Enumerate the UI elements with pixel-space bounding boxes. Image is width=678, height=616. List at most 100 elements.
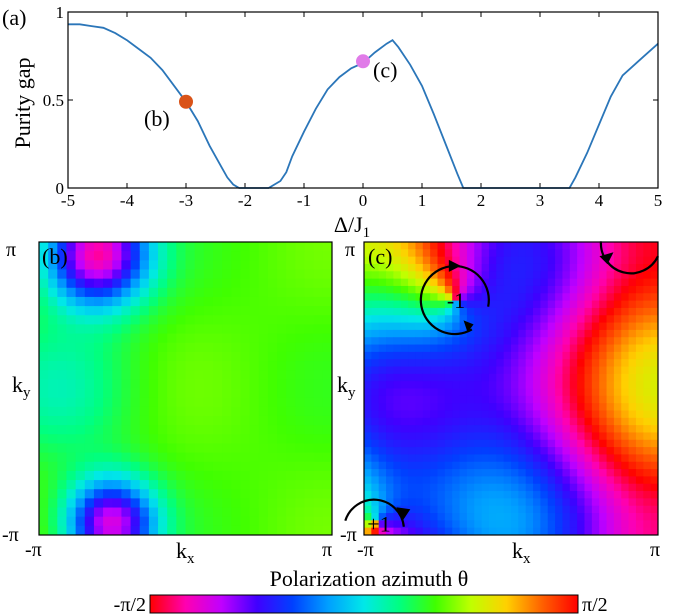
heatmap-cell	[93, 489, 104, 499]
heatmap-cell	[286, 306, 296, 316]
heatmap-cell	[400, 242, 409, 250]
heatmap-cell	[621, 469, 630, 477]
heatmap-cell	[547, 381, 556, 390]
heatmap-cell	[547, 359, 556, 368]
heatmap-cell	[231, 278, 241, 289]
heatmap-cell	[606, 483, 615, 492]
heatmap-cell	[48, 351, 58, 362]
heatmap-cell	[555, 373, 563, 382]
heatmap-cell	[415, 432, 424, 441]
heatmap-cell	[577, 403, 585, 411]
heatmap-cell	[212, 333, 223, 344]
heatmap-cell	[569, 278, 578, 287]
heatmap-cell	[525, 388, 534, 397]
heatmap-cell	[562, 491, 571, 499]
heatmap-cell	[364, 388, 372, 397]
heatmap-cell	[39, 278, 49, 289]
vortex-annotations: -1+1	[344, 241, 659, 537]
heatmap-cell	[415, 249, 424, 258]
heatmap-cell	[322, 324, 333, 335]
heatmap-cell	[267, 260, 278, 270]
heatmap-cell	[628, 505, 637, 514]
heatmap-cell	[621, 256, 630, 265]
heatmap-cell	[613, 381, 622, 390]
heatmap-cell	[66, 251, 77, 261]
heatmap-cell	[503, 439, 512, 448]
heatmap-cell	[240, 324, 251, 335]
heatmap-cell	[511, 249, 519, 258]
heatmap-cell	[643, 505, 652, 514]
heatmap-cell	[577, 395, 585, 404]
heatmap-cell	[112, 269, 122, 280]
heatmap-cell	[635, 366, 644, 375]
heatmap-cell	[547, 271, 556, 280]
heatmap-cell	[249, 452, 260, 463]
heatmap-cell	[628, 373, 637, 382]
heatmap-cell	[240, 269, 251, 280]
heatmap-cell	[613, 322, 622, 331]
heatmap-cell	[496, 447, 505, 455]
heatmap-cell	[562, 307, 571, 316]
heatmap-cell	[203, 242, 214, 252]
heatmap-cell	[371, 520, 380, 529]
heatmap-cell	[295, 525, 306, 536]
heatmap-cell	[84, 415, 95, 426]
heatmap-cell	[249, 516, 260, 527]
heatmap-cell	[430, 454, 438, 463]
heatmap-cell	[258, 443, 269, 454]
heatmap-cell	[584, 322, 593, 331]
heatmap-cell	[422, 417, 431, 426]
heatmap-cell	[386, 293, 394, 302]
marker-label: (c)	[373, 57, 397, 82]
heatmap-cell	[555, 491, 563, 499]
heatmap-cell	[606, 417, 615, 426]
heatmap-cell	[584, 278, 593, 287]
heatmap-cell	[130, 242, 141, 252]
heatmap-cell	[231, 379, 241, 389]
heatmap-cell	[518, 425, 527, 433]
heatmap-cell	[481, 439, 490, 448]
heatmap-cell	[474, 483, 483, 492]
heatmap-cell	[569, 447, 578, 455]
heatmap-cell	[533, 329, 541, 338]
heatmap-cell	[386, 439, 394, 448]
heatmap-cell	[84, 370, 95, 380]
heatmap-cell	[249, 342, 260, 353]
heatmap-cell	[167, 498, 177, 509]
heatmap-cell	[408, 483, 416, 492]
heatmap-cell	[39, 461, 49, 472]
heatmap-cell	[547, 403, 556, 411]
heatmap-cell	[488, 417, 497, 426]
heatmap-cell	[139, 351, 150, 362]
heatmap-cell	[547, 483, 556, 492]
heatmap-cell	[139, 287, 150, 298]
heatmap-cell	[599, 381, 608, 390]
heatmap-cell	[643, 249, 652, 258]
heatmap-cell	[295, 379, 306, 389]
heatmap-cell	[533, 381, 541, 390]
heatmap-cell	[452, 439, 461, 448]
heatmap-cell	[635, 359, 644, 368]
heatmap-cell	[400, 351, 409, 360]
heatmap-cell	[304, 269, 315, 280]
heatmap-cell	[591, 410, 600, 419]
heatmap-cell	[185, 379, 196, 389]
heatmap-cell	[547, 263, 556, 272]
heatmap-cell	[393, 425, 402, 433]
heatmap-cell	[569, 388, 578, 397]
heatmap-cell	[518, 417, 527, 426]
heatmap-cell	[518, 366, 527, 375]
heatmap-cell	[222, 351, 232, 362]
heatmap-cell	[650, 359, 659, 368]
heatmap-cell	[422, 454, 431, 463]
heatmap-cell	[584, 476, 593, 485]
heatmap-cell	[371, 322, 380, 331]
heatmap-cell	[130, 388, 141, 399]
heatmap-cell	[481, 491, 490, 499]
heatmap-cell	[139, 397, 150, 408]
heatmap-cell	[628, 293, 637, 302]
heatmap-cell	[66, 269, 77, 280]
heatmap-cell	[635, 256, 644, 265]
heatmap-cell	[488, 410, 497, 419]
heatmap-cell	[313, 269, 324, 280]
